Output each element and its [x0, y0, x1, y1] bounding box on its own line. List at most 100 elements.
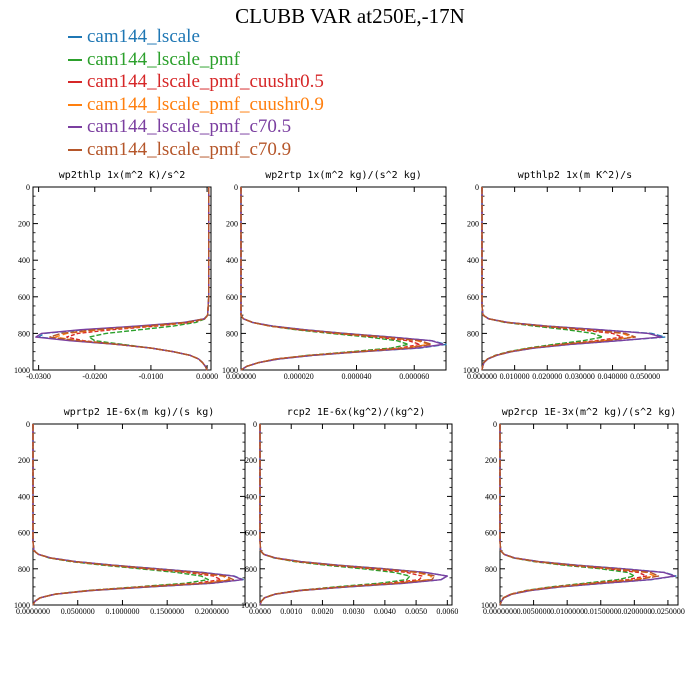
legend-label: cam144_lscale_pmf_c70.5 — [87, 116, 292, 138]
x-tick-label: 0.020000 — [532, 372, 562, 381]
x-tick-label: 0.0030 — [343, 607, 365, 616]
panel-title: wp2thlp 1x(m^2 K)/s^2 — [59, 170, 185, 181]
x-tick-label: 0.000040 — [341, 372, 371, 381]
series-line-cam144_lscale_pmf — [240, 187, 410, 371]
legend-item: cam144_lscale_pmf_cuushr0.9 — [68, 94, 324, 117]
series-line-cam144_lscale_pmf_cuushr0.9 — [499, 424, 656, 606]
y-tick-label: 0 — [253, 420, 257, 429]
series-line-cam144_lscale_pmf_c70.9 — [240, 187, 433, 371]
series-line-cam144_lscale_pmf_c70.9 — [259, 424, 436, 606]
x-tick-label: 0.0200000 — [617, 607, 651, 616]
legend-label: cam144_lscale_pmf_cuushr0.9 — [87, 93, 324, 115]
series-line-cam144_lscale_pmf_c70.9 — [32, 424, 235, 606]
plot-frame — [259, 423, 453, 606]
x-tick-label: -0.0300 — [26, 372, 51, 381]
plot-frame — [32, 186, 212, 371]
chart-main-title: CLUBB VAR at250E,-17N — [235, 4, 465, 28]
panel-title: wp2rtp 1x(m^2 kg)/(s^2 kg) — [265, 170, 422, 181]
y-tick-label: 200 — [18, 456, 30, 465]
y-tick-label: 200 — [245, 456, 257, 465]
series-line-cam144_lscale_pmf_cuushr0.9 — [481, 187, 633, 371]
y-tick-label: 800 — [245, 565, 257, 574]
panel-title: wprtp2 1E-6x(m kg)/(s kg) — [64, 407, 215, 418]
y-tick-label: 1000 — [481, 601, 497, 610]
y-tick-label: 600 — [18, 293, 30, 302]
series-line-cam144_lscale_pmf_c70.5 — [35, 187, 210, 371]
y-tick-label: 800 — [467, 329, 479, 338]
y-tick-label: 1000 — [14, 366, 30, 375]
x-tick-label: 0.0250000 — [651, 607, 685, 616]
y-tick-label: 200 — [485, 456, 497, 465]
plot-frame — [32, 423, 246, 606]
x-tick-label: 0.2000000 — [195, 607, 229, 616]
series-line-cam144_lscale_pmf_c70.9 — [49, 187, 210, 371]
y-tick-label: 0 — [26, 420, 30, 429]
x-tick-label: 0.040000 — [598, 372, 628, 381]
plot-frame — [499, 423, 679, 606]
x-tick-label: 0.0150000 — [584, 607, 618, 616]
series-line-cam144_lscale — [37, 187, 210, 371]
series-line-cam144_lscale_pmf_c70.9 — [499, 424, 660, 606]
plot-frame — [481, 186, 669, 371]
legend-label: cam144_lscale_pmf — [87, 48, 241, 70]
x-tick-label: 0.050000 — [630, 372, 660, 381]
series-line-cam144_lscale_pmf_cuushr0.5 — [259, 424, 424, 606]
x-tick-label: 0.0500000 — [61, 607, 95, 616]
legend-swatch — [68, 103, 82, 106]
legend-label: cam144_lscale_pmf_cuushr0.5 — [87, 71, 324, 93]
legend: cam144_lscale cam144_lscale_pmf cam144_l… — [68, 26, 324, 161]
x-tick-label: 0.0000000 — [483, 607, 517, 616]
y-tick-label: 200 — [467, 220, 479, 229]
y-tick-label: 1000 — [241, 601, 257, 610]
chart-panel: wp2thlp 1x(m^2 K)/s^202004006008001000-0… — [14, 170, 218, 381]
series-line-cam144_lscale_pmf_c70.5 — [240, 187, 444, 371]
y-tick-label: 800 — [485, 565, 497, 574]
legend-item: cam144_lscale_pmf_c70.9 — [68, 139, 324, 162]
y-tick-label: 600 — [485, 529, 497, 538]
y-tick-label: 800 — [226, 329, 238, 338]
x-tick-label: 0.0060 — [436, 607, 458, 616]
series-line-cam144_lscale_pmf_c70.5 — [32, 424, 244, 606]
x-tick-label: 0.000000 — [226, 372, 256, 381]
series-line-cam144_lscale — [32, 424, 244, 606]
chart-panel: rcp2 1E-6x(kg^2)/(kg^2) 0 200 400 600 800 1000… — [241, 407, 458, 616]
y-tick-label: 0 — [493, 420, 497, 429]
x-tick-label: 0.0050 — [405, 607, 427, 616]
series-line-cam144_lscale_pmf_cuushr0.9 — [54, 187, 210, 371]
x-tick-label: 0.0000000 — [16, 607, 50, 616]
y-tick-label: 1000 — [463, 366, 479, 375]
legend-item: cam144_lscale_pmf — [68, 49, 324, 72]
x-tick-label: 0.000020 — [284, 372, 314, 381]
chart-panel: wpthlp2 1x(m K^2)/s 0 200 400 600 800 10000.00… — [463, 170, 669, 381]
y-tick-label: 600 — [467, 293, 479, 302]
x-tick-label: 0.000060 — [399, 372, 429, 381]
x-tick-label: 0.0100000 — [550, 607, 584, 616]
chart-panel: wp2rcp 1E-3x(m^2 kg)/(s^2 kg) 0 200 400 600 8… — [481, 407, 685, 616]
panel-title: wpthlp2 1x(m K^2)/s — [518, 170, 632, 181]
series-line-cam144_lscale_pmf_c70.5 — [259, 424, 449, 606]
y-tick-label: 800 — [18, 329, 30, 338]
y-tick-label: 400 — [245, 492, 257, 501]
y-tick-label: 0 — [475, 183, 479, 192]
y-tick-label: 200 — [226, 220, 238, 229]
panel-title: wp2rcp 1E-3x(m^2 kg)/(s^2 kg) — [502, 407, 677, 418]
series-line-cam144_lscale_pmf_cuushr0.5 — [32, 424, 222, 606]
legend-item: cam144_lscale_pmf_c70.5 — [68, 116, 324, 139]
x-tick-label: 0.0010 — [280, 607, 302, 616]
y-tick-label: 1000 — [14, 601, 30, 610]
y-tick-label: 800 — [18, 565, 30, 574]
series-line-cam144_lscale_pmf_cuushr0.9 — [259, 424, 433, 606]
legend-swatch — [68, 58, 82, 61]
y-tick-label: 600 — [245, 529, 257, 538]
y-tick-label: 400 — [18, 256, 30, 265]
x-tick-label: 0.1500000 — [150, 607, 184, 616]
y-tick-label: 400 — [467, 256, 479, 265]
legend-label: cam144_lscale_pmf_c70.9 — [87, 138, 292, 160]
y-tick-label: 600 — [18, 529, 30, 538]
x-tick-label: 0.0000 — [196, 372, 218, 381]
x-tick-label: -0.0200 — [82, 372, 107, 381]
y-tick-label: 400 — [18, 492, 30, 501]
series-line-cam144_lscale_pmf — [88, 187, 210, 371]
x-tick-label: -0.0100 — [139, 372, 164, 381]
